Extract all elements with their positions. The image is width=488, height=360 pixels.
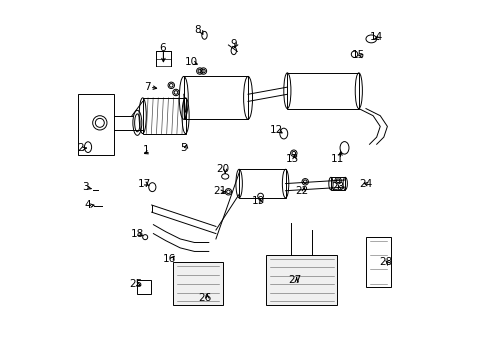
Text: 2: 2 [77, 143, 83, 153]
Text: 11: 11 [330, 154, 343, 163]
Text: 21: 21 [212, 186, 225, 196]
Text: 14: 14 [369, 32, 383, 42]
Text: 23: 23 [330, 182, 343, 192]
Text: 10: 10 [184, 57, 197, 67]
Text: 13: 13 [285, 154, 299, 163]
Text: 28: 28 [378, 257, 391, 267]
Text: 9: 9 [230, 39, 237, 49]
Text: 3: 3 [82, 182, 89, 192]
Text: 27: 27 [287, 275, 301, 285]
FancyBboxPatch shape [265, 255, 337, 305]
Text: 20: 20 [216, 164, 229, 174]
FancyBboxPatch shape [173, 262, 223, 305]
Text: 19: 19 [252, 197, 265, 206]
Text: 8: 8 [194, 25, 201, 35]
Text: 5: 5 [180, 143, 187, 153]
Text: 24: 24 [359, 179, 372, 189]
Text: 17: 17 [138, 179, 151, 189]
Text: 25: 25 [129, 279, 142, 289]
Text: 15: 15 [351, 50, 365, 60]
Text: 6: 6 [159, 43, 165, 53]
Text: 12: 12 [269, 125, 283, 135]
Text: 26: 26 [198, 293, 211, 303]
Text: 4: 4 [84, 200, 90, 210]
Text: 18: 18 [130, 229, 143, 239]
Text: 1: 1 [142, 145, 149, 155]
Text: 7: 7 [144, 82, 150, 92]
Text: 22: 22 [294, 186, 307, 196]
Text: 16: 16 [163, 253, 176, 264]
